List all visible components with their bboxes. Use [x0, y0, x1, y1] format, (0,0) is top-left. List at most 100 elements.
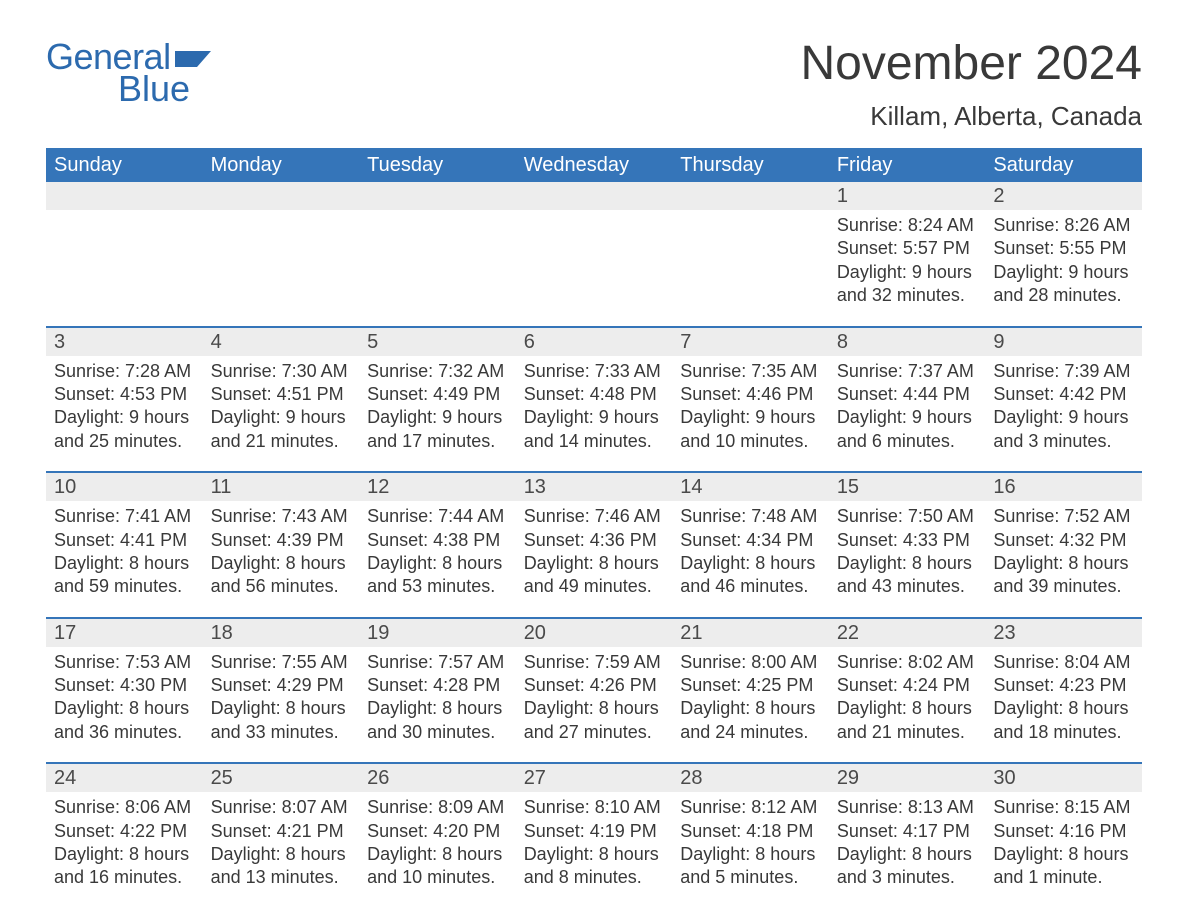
sunrise-text: Sunrise: 8:00 AM	[680, 651, 821, 674]
daylight-line1: Daylight: 8 hours	[524, 552, 665, 575]
daylight-line1: Daylight: 9 hours	[54, 406, 195, 429]
sunset-text: Sunset: 4:21 PM	[211, 820, 352, 843]
header-row: General Blue November 2024 Killam, Alber…	[46, 28, 1142, 132]
daylight-line1: Daylight: 9 hours	[680, 406, 821, 429]
calendar-cell: 9Sunrise: 7:39 AMSunset: 4:42 PMDaylight…	[985, 327, 1142, 473]
calendar-cell: 14Sunrise: 7:48 AMSunset: 4:34 PMDayligh…	[672, 472, 829, 618]
sunrise-text: Sunrise: 8:26 AM	[993, 214, 1134, 237]
daylight-line2: and 10 minutes.	[680, 430, 821, 453]
calendar-cell: 8Sunrise: 7:37 AMSunset: 4:44 PMDaylight…	[829, 327, 986, 473]
daylight-line2: and 6 minutes.	[837, 430, 978, 453]
daylight-line1: Daylight: 8 hours	[680, 552, 821, 575]
cell-body: Sunrise: 7:52 AMSunset: 4:32 PMDaylight:…	[985, 501, 1142, 599]
daylight-line2: and 46 minutes.	[680, 575, 821, 598]
daylight-line2: and 33 minutes.	[211, 721, 352, 744]
cell-body: Sunrise: 7:44 AMSunset: 4:38 PMDaylight:…	[359, 501, 516, 599]
cell-body: Sunrise: 8:26 AMSunset: 5:55 PMDaylight:…	[985, 210, 1142, 308]
day-number: 26	[359, 764, 516, 792]
day-number: 30	[985, 764, 1142, 792]
sunset-text: Sunset: 4:51 PM	[211, 383, 352, 406]
calendar-cell: 20Sunrise: 7:59 AMSunset: 4:26 PMDayligh…	[516, 618, 673, 764]
sunset-text: Sunset: 4:19 PM	[524, 820, 665, 843]
daylight-line2: and 14 minutes.	[524, 430, 665, 453]
sunset-text: Sunset: 4:41 PM	[54, 529, 195, 552]
daylight-line1: Daylight: 8 hours	[211, 697, 352, 720]
sunset-text: Sunset: 4:48 PM	[524, 383, 665, 406]
calendar-cell: 18Sunrise: 7:55 AMSunset: 4:29 PMDayligh…	[203, 618, 360, 764]
day-number: 1	[829, 182, 986, 210]
calendar-week: 24Sunrise: 8:06 AMSunset: 4:22 PMDayligh…	[46, 763, 1142, 908]
sunset-text: Sunset: 4:39 PM	[211, 529, 352, 552]
daylight-line2: and 13 minutes.	[211, 866, 352, 889]
daylight-line2: and 3 minutes.	[993, 430, 1134, 453]
daylight-line2: and 5 minutes.	[680, 866, 821, 889]
cell-body: Sunrise: 7:43 AMSunset: 4:39 PMDaylight:…	[203, 501, 360, 599]
day-number: 11	[203, 473, 360, 501]
day-number: 16	[985, 473, 1142, 501]
cell-body: Sunrise: 7:57 AMSunset: 4:28 PMDaylight:…	[359, 647, 516, 745]
calendar-week: 10Sunrise: 7:41 AMSunset: 4:41 PMDayligh…	[46, 472, 1142, 618]
sunset-text: Sunset: 4:16 PM	[993, 820, 1134, 843]
location-subtitle: Killam, Alberta, Canada	[800, 101, 1142, 132]
calendar-cell: 16Sunrise: 7:52 AMSunset: 4:32 PMDayligh…	[985, 472, 1142, 618]
day-number: 12	[359, 473, 516, 501]
sunset-text: Sunset: 4:34 PM	[680, 529, 821, 552]
calendar-cell: 12Sunrise: 7:44 AMSunset: 4:38 PMDayligh…	[359, 472, 516, 618]
day-header: Sunday	[46, 148, 203, 182]
sunrise-text: Sunrise: 8:13 AM	[837, 796, 978, 819]
daylight-line2: and 43 minutes.	[837, 575, 978, 598]
day-number-band	[516, 182, 673, 210]
cell-body: Sunrise: 7:28 AMSunset: 4:53 PMDaylight:…	[46, 356, 203, 454]
calendar-cell: 5Sunrise: 7:32 AMSunset: 4:49 PMDaylight…	[359, 327, 516, 473]
daylight-line2: and 21 minutes.	[211, 430, 352, 453]
day-number: 27	[516, 764, 673, 792]
day-number: 15	[829, 473, 986, 501]
sunrise-text: Sunrise: 8:12 AM	[680, 796, 821, 819]
sunset-text: Sunset: 4:20 PM	[367, 820, 508, 843]
cell-body: Sunrise: 7:37 AMSunset: 4:44 PMDaylight:…	[829, 356, 986, 454]
calendar-cell: 2Sunrise: 8:26 AMSunset: 5:55 PMDaylight…	[985, 182, 1142, 327]
cell-body: Sunrise: 7:55 AMSunset: 4:29 PMDaylight:…	[203, 647, 360, 745]
calendar-cell	[672, 182, 829, 327]
sunset-text: Sunset: 5:55 PM	[993, 237, 1134, 260]
daylight-line1: Daylight: 8 hours	[367, 552, 508, 575]
calendar-header-row: SundayMondayTuesdayWednesdayThursdayFrid…	[46, 148, 1142, 182]
cell-body: Sunrise: 8:04 AMSunset: 4:23 PMDaylight:…	[985, 647, 1142, 745]
day-number: 28	[672, 764, 829, 792]
cell-body	[516, 210, 673, 290]
sunrise-text: Sunrise: 7:39 AM	[993, 360, 1134, 383]
cell-body: Sunrise: 8:07 AMSunset: 4:21 PMDaylight:…	[203, 792, 360, 890]
daylight-line1: Daylight: 9 hours	[524, 406, 665, 429]
sunset-text: Sunset: 4:25 PM	[680, 674, 821, 697]
brand-logo: General Blue	[46, 36, 211, 110]
daylight-line2: and 36 minutes.	[54, 721, 195, 744]
day-number-band	[672, 182, 829, 210]
sunrise-text: Sunrise: 8:10 AM	[524, 796, 665, 819]
sunrise-text: Sunrise: 7:48 AM	[680, 505, 821, 528]
calendar-cell: 13Sunrise: 7:46 AMSunset: 4:36 PMDayligh…	[516, 472, 673, 618]
daylight-line1: Daylight: 9 hours	[993, 261, 1134, 284]
calendar-cell: 19Sunrise: 7:57 AMSunset: 4:28 PMDayligh…	[359, 618, 516, 764]
calendar-cell: 6Sunrise: 7:33 AMSunset: 4:48 PMDaylight…	[516, 327, 673, 473]
cell-body: Sunrise: 7:53 AMSunset: 4:30 PMDaylight:…	[46, 647, 203, 745]
cell-body: Sunrise: 8:00 AMSunset: 4:25 PMDaylight:…	[672, 647, 829, 745]
calendar-cell: 15Sunrise: 7:50 AMSunset: 4:33 PMDayligh…	[829, 472, 986, 618]
daylight-line1: Daylight: 8 hours	[524, 843, 665, 866]
sunrise-text: Sunrise: 7:53 AM	[54, 651, 195, 674]
daylight-line1: Daylight: 8 hours	[211, 552, 352, 575]
cell-body: Sunrise: 7:46 AMSunset: 4:36 PMDaylight:…	[516, 501, 673, 599]
daylight-line1: Daylight: 8 hours	[993, 697, 1134, 720]
calendar-week: 1Sunrise: 8:24 AMSunset: 5:57 PMDaylight…	[46, 182, 1142, 327]
sunrise-text: Sunrise: 8:04 AM	[993, 651, 1134, 674]
title-block: November 2024 Killam, Alberta, Canada	[800, 28, 1142, 132]
sunrise-text: Sunrise: 7:55 AM	[211, 651, 352, 674]
day-number: 9	[985, 328, 1142, 356]
sunset-text: Sunset: 4:23 PM	[993, 674, 1134, 697]
sunset-text: Sunset: 4:44 PM	[837, 383, 978, 406]
calendar-table: SundayMondayTuesdayWednesdayThursdayFrid…	[46, 148, 1142, 908]
calendar-cell: 21Sunrise: 8:00 AMSunset: 4:25 PMDayligh…	[672, 618, 829, 764]
cell-body: Sunrise: 7:30 AMSunset: 4:51 PMDaylight:…	[203, 356, 360, 454]
cell-body: Sunrise: 8:24 AMSunset: 5:57 PMDaylight:…	[829, 210, 986, 308]
day-header: Thursday	[672, 148, 829, 182]
daylight-line1: Daylight: 8 hours	[837, 552, 978, 575]
